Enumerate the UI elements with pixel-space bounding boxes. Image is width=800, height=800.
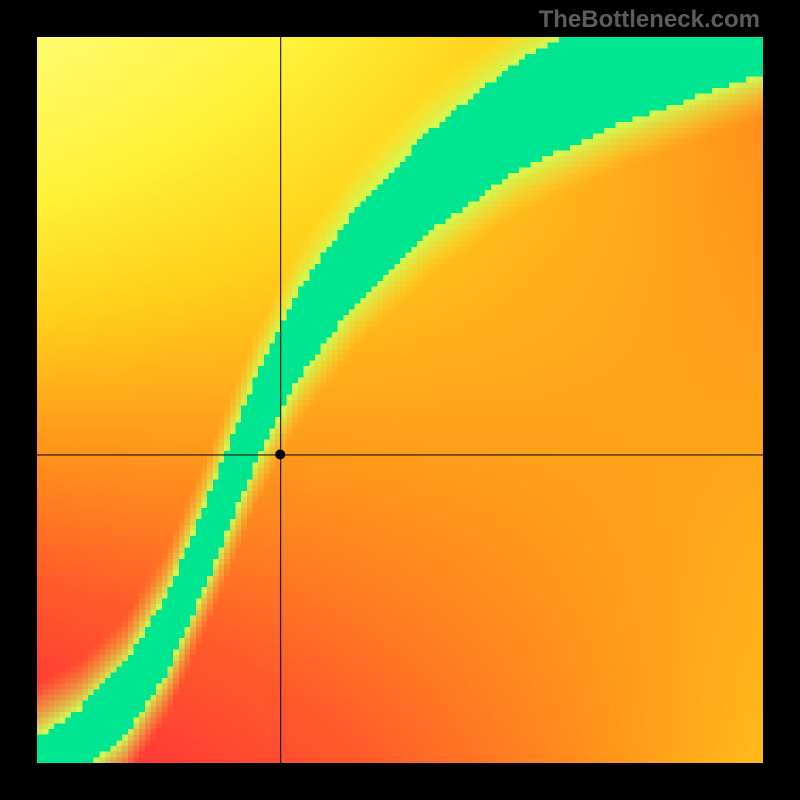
watermark-text: TheBottleneck.com — [539, 6, 760, 34]
crosshair-overlay — [37, 37, 763, 763]
